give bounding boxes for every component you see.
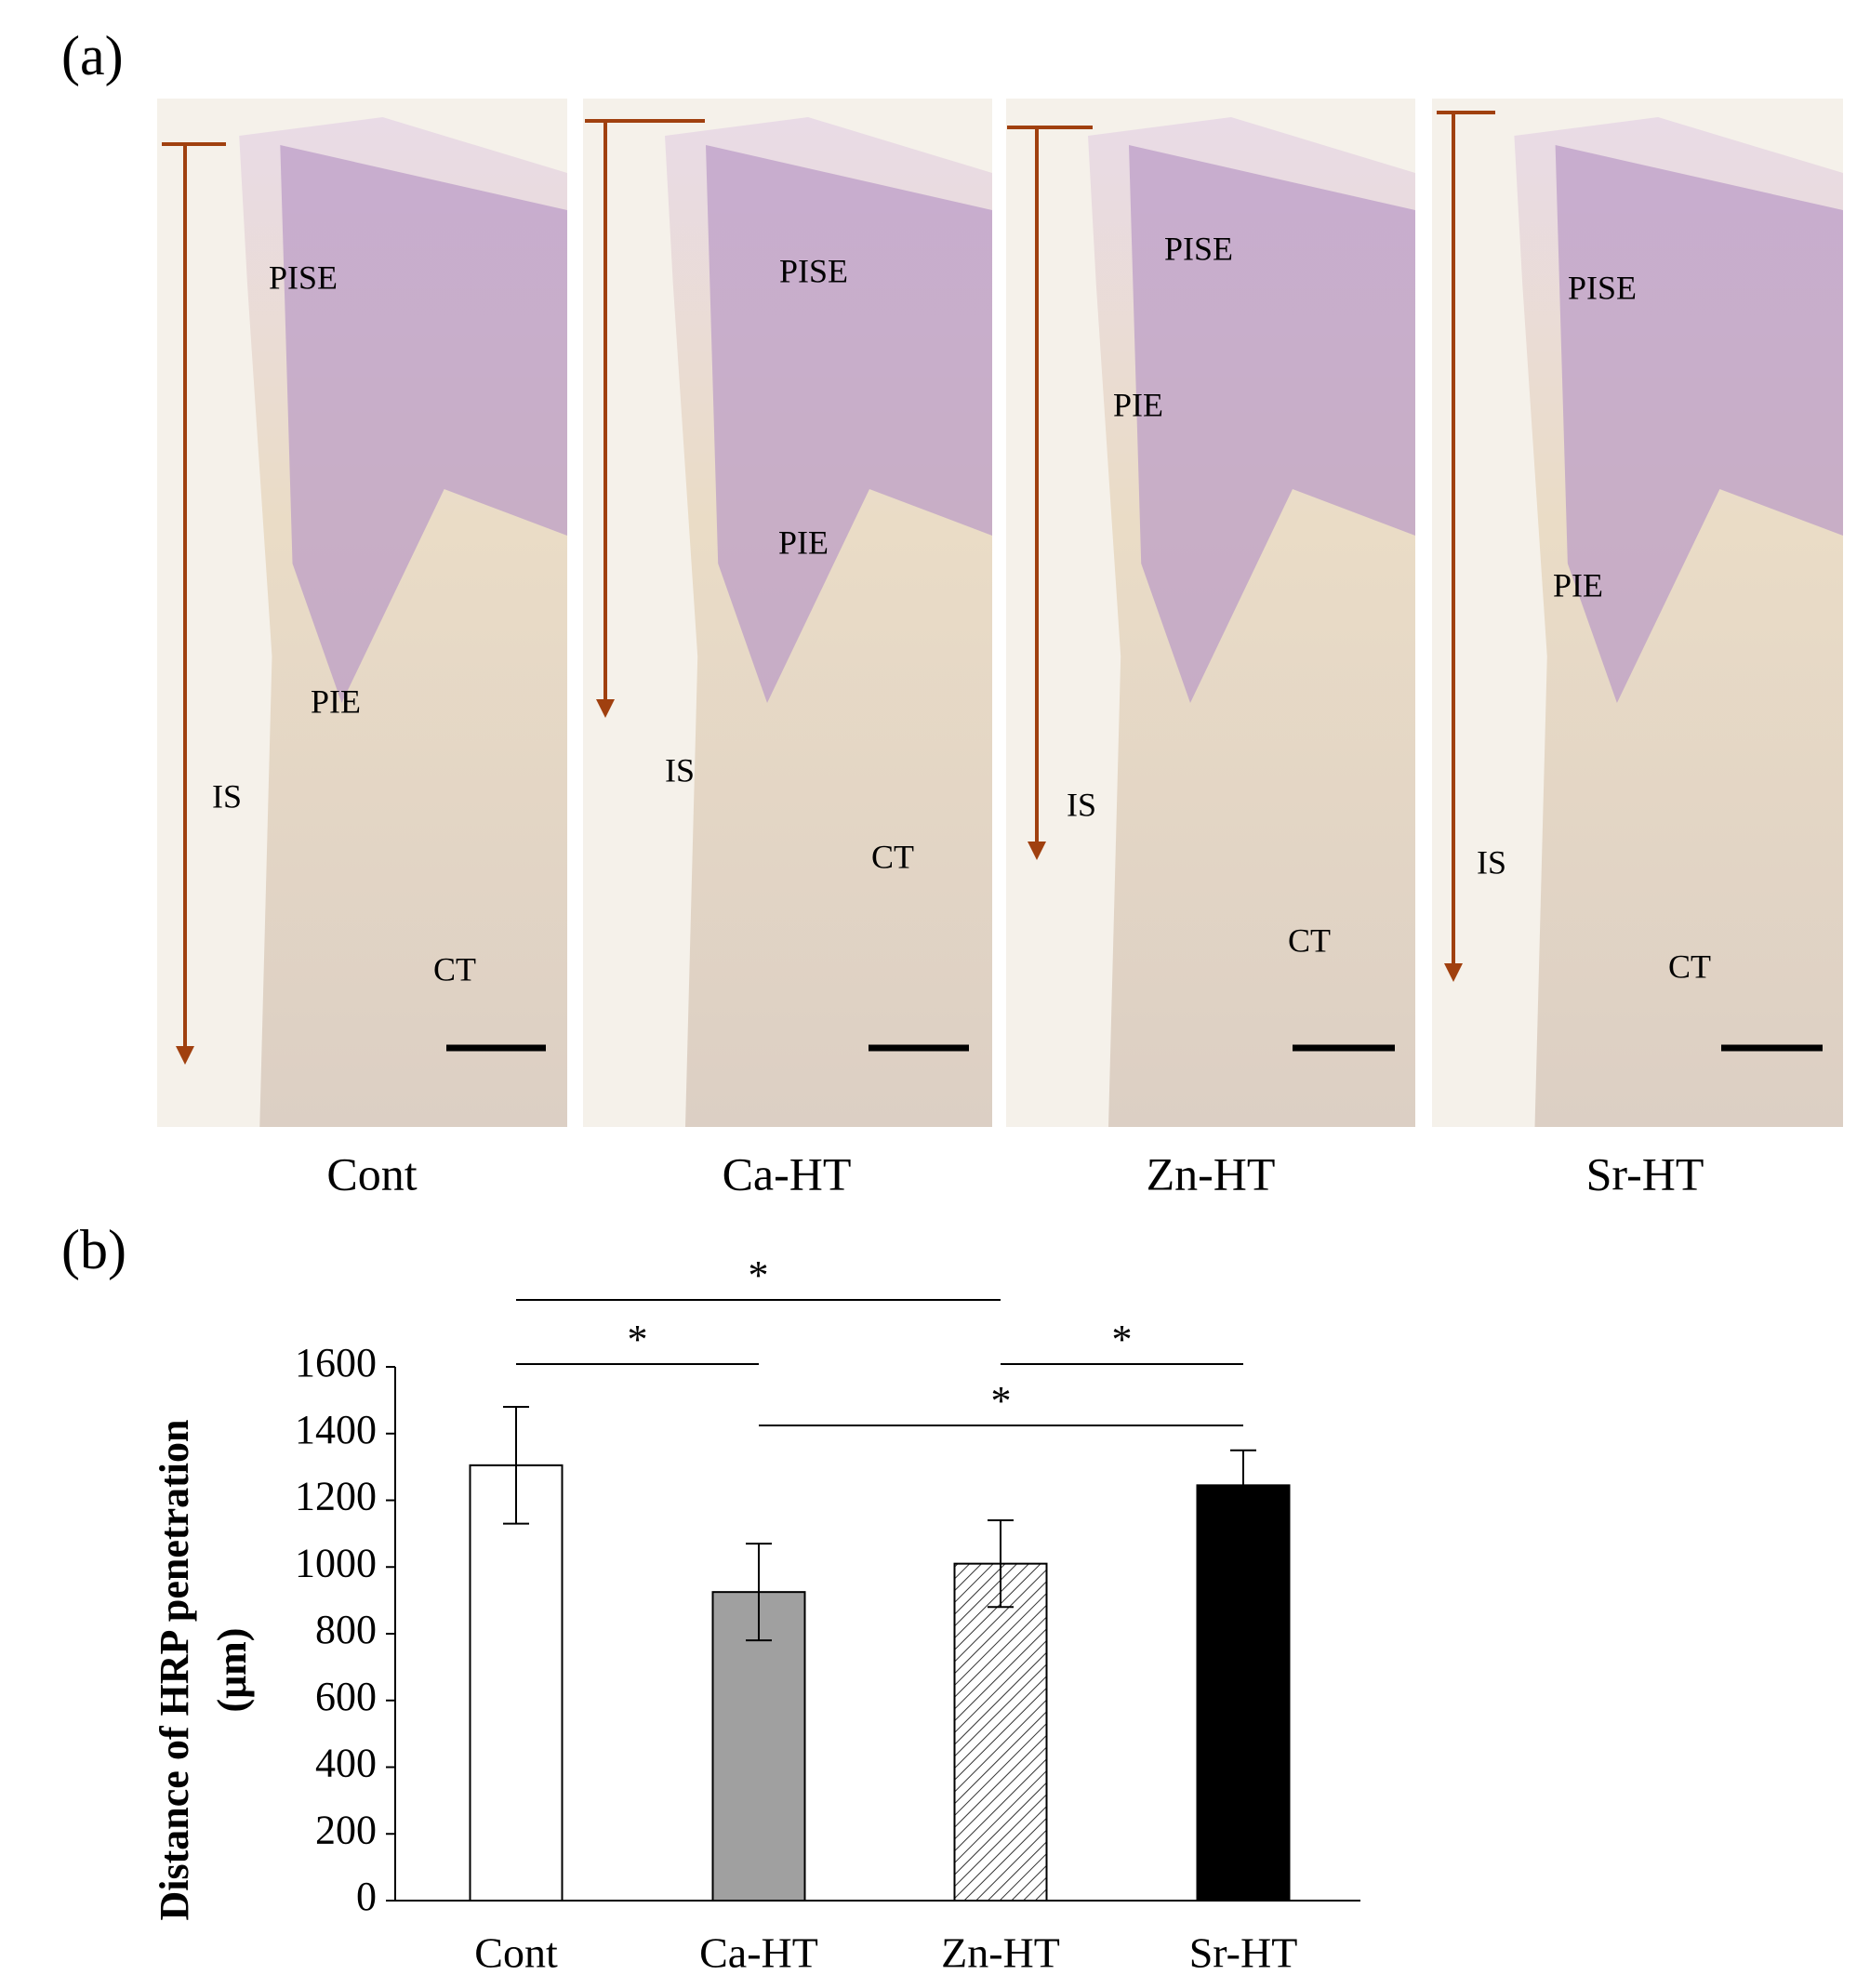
bar (953, 1562, 1048, 1902)
y-tick-label: 1600 (295, 1340, 377, 1385)
tissue-label: CT (433, 950, 476, 987)
tissue-label: PISE (269, 258, 338, 296)
panel-caption: Zn-HT (1147, 1147, 1276, 1199)
tissue-label: CT (871, 838, 914, 875)
tissue-label: PISE (779, 252, 848, 289)
x-tick-label: Zn-HT (941, 1929, 1060, 1977)
bar (711, 1591, 806, 1902)
tissue-label: PISE (1164, 230, 1233, 267)
tissue-label: PIE (311, 683, 361, 720)
y-tick-label: 600 (315, 1674, 377, 1719)
y-tick-label: 1000 (295, 1540, 377, 1585)
y-tick-label: 1400 (295, 1407, 377, 1452)
tissue-label: IS (212, 777, 242, 815)
tissue-label: PIE (778, 524, 829, 561)
x-tick-label: Ca-HT (699, 1929, 818, 1977)
arrow-head (176, 1046, 194, 1065)
tissue-label: CT (1668, 948, 1711, 985)
error-bar (988, 1519, 1014, 1609)
panel-caption: Sr-HT (1586, 1147, 1704, 1199)
panel-label: (a) (61, 25, 124, 86)
tissue-label: PIE (1553, 566, 1603, 603)
y-tick-label: 0 (356, 1874, 377, 1919)
error-bar (1230, 1449, 1256, 1522)
tissue-label: PISE (1568, 269, 1637, 306)
y-tick-label: 200 (315, 1807, 377, 1852)
y-tick-label: 1200 (295, 1474, 377, 1519)
y-axis-title-line: (μm) (209, 1628, 255, 1713)
epithelium (280, 145, 567, 703)
tissue-label: CT (1288, 921, 1331, 959)
significance-label: * (628, 1317, 648, 1362)
y-tick-label: 800 (315, 1607, 377, 1652)
x-tick-label: Cont (474, 1929, 558, 1977)
arrow-head (1028, 842, 1046, 860)
y-axis-title: Distance of HRP penetration (μm) (152, 1420, 255, 1921)
y-tick-label: 400 (315, 1741, 377, 1786)
tissue-label: IS (665, 751, 695, 789)
panel-label: (b) (61, 1219, 126, 1280)
panel-caption: Ca-HT (723, 1147, 852, 1199)
tissue-label: IS (1477, 843, 1506, 881)
significance-label: * (749, 1252, 769, 1298)
arrow-head (596, 699, 615, 718)
y-axis-title-line: Distance of HRP penetration (152, 1420, 197, 1921)
tissue-label: PIE (1113, 386, 1163, 423)
significance-label: * (1112, 1317, 1133, 1362)
significance-label: * (991, 1378, 1012, 1424)
error-bar (746, 1543, 772, 1642)
error-bar (503, 1406, 529, 1525)
epithelium (706, 145, 992, 703)
bar (1196, 1484, 1291, 1902)
bar (469, 1464, 564, 1902)
panel-caption: Cont (326, 1147, 417, 1199)
x-tick-label: Sr-HT (1189, 1929, 1298, 1977)
epithelium (1555, 145, 1843, 703)
arrow-head (1444, 963, 1463, 982)
tissue-label: IS (1067, 786, 1096, 823)
epithelium (1129, 145, 1415, 703)
